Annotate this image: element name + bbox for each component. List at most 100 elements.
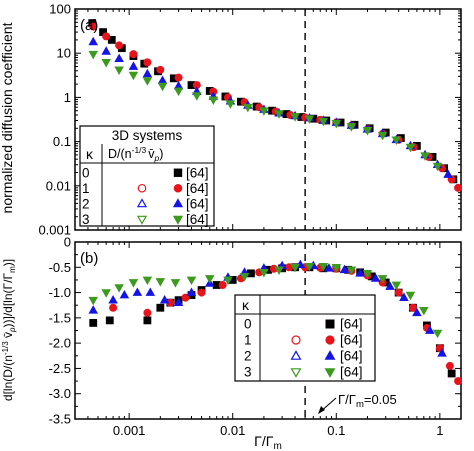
y-tick-label: -1.0 (49, 285, 71, 300)
data-point-kappa-1 (143, 58, 152, 67)
data-point-kappa-1 (89, 22, 98, 31)
y-tick-label: -2.0 (49, 336, 71, 351)
y-tick-label: 1 (64, 90, 71, 105)
data-point-kappa-2 (385, 281, 395, 290)
panel-b-y-label: d[ln(D/(n-1/3 v̄p))]/d[ln(Γ/Γm)] (1, 259, 17, 401)
panel-b: 0.001 0.01 0.1 1 0 -0.5 -1.0 -1.5 -2.0 -2.5 -3.0 -… (1, 235, 463, 451)
panel-a-y-label: normalized diffusion coefficient (0, 22, 15, 213)
x-axis-label: Γ/Γm (254, 433, 282, 451)
panel-a-legend-title: 3D systems (112, 128, 183, 143)
data-point-kappa-3 (259, 107, 269, 116)
legend-kappa-value: 2 (244, 349, 252, 364)
legend-kappa-value: 0 (244, 317, 252, 332)
data-point-kappa-2 (132, 287, 143, 296)
panel-b-y-ticks: 0 -0.5 -1.0 -1.5 -2.0 -2.5 -3.0 -3.5 (49, 235, 461, 427)
data-point-kappa-3 (223, 276, 233, 286)
data-point-kappa-3 (290, 113, 300, 122)
data-point-kappa-3 (405, 291, 416, 301)
data-point-kappa-1 (102, 32, 111, 41)
data-point-kappa-1 (129, 50, 138, 59)
data-point-kappa-2 (443, 169, 453, 178)
data-point-kappa-2 (88, 36, 99, 46)
y-tick-label: 0.01 (46, 178, 71, 193)
data-point-kappa-1 (445, 361, 454, 370)
y-tick-label: -3.0 (49, 386, 71, 401)
legend-kappa-value: 2 (82, 196, 90, 211)
panel-a-label: (a) (80, 17, 98, 34)
data-point-kappa-3 (155, 278, 166, 287)
data-point-kappa-1 (408, 303, 417, 312)
legend-reference: [64] (186, 165, 209, 180)
data-point-kappa-0 (447, 369, 456, 378)
data-point-kappa-1 (156, 65, 165, 74)
data-point-kappa-2 (108, 295, 118, 304)
data-point-kappa-2 (119, 289, 130, 299)
data-point-kappa-1 (181, 293, 190, 302)
y-tick-label: 100 (49, 2, 71, 17)
data-point-kappa-0 (89, 319, 98, 327)
legend-kappa-value: 3 (82, 212, 90, 227)
data-point-kappa-3 (318, 262, 329, 272)
legend-reference: [64] (186, 181, 209, 196)
data-point-kappa-3 (318, 117, 329, 127)
data-point-kappa-1 (218, 280, 227, 289)
legend-filled-marker-kappa-3 (172, 215, 184, 225)
y-tick-label: -3.5 (49, 412, 71, 427)
data-point-kappa-3 (128, 71, 139, 81)
data-point-kappa-3 (419, 306, 429, 316)
data-point-kappa-3 (432, 162, 443, 172)
data-point-kappa-2 (159, 295, 170, 304)
data-point-kappa-3 (377, 275, 388, 284)
data-point-kappa-2 (437, 348, 447, 357)
legend-kappa-value: 1 (82, 181, 90, 196)
data-point-kappa-3 (331, 263, 342, 273)
panel-b-legend-box (234, 294, 376, 382)
data-point-kappa-1 (454, 183, 463, 192)
data-point-kappa-1 (174, 73, 183, 82)
data-point-kappa-3 (346, 266, 357, 275)
legend-open-marker-kappa-1 (291, 335, 301, 345)
data-point-kappa-3 (114, 284, 124, 293)
data-point-kappa-3 (173, 87, 184, 97)
panel-a-frame (74, 8, 462, 231)
panel-b-legend: κ 0 [64] 1 [64] 2 [64] 3 [64] (234, 294, 376, 382)
x-tick-label: 0.01 (220, 423, 245, 438)
y-tick-label: -0.5 (49, 260, 71, 275)
data-point-kappa-3 (88, 50, 99, 60)
data-point-kappa-2 (173, 297, 184, 307)
data-point-kappa-2 (412, 307, 422, 317)
legend-reference: [64] (186, 212, 209, 227)
legend-kappa-value: 1 (244, 333, 252, 348)
data-point-kappa-3 (377, 131, 388, 141)
legend-reference: [64] (340, 349, 363, 364)
legend-open-marker-kappa-3 (290, 368, 302, 378)
y-tick-label: 0 (64, 235, 71, 250)
data-point-kappa-3 (362, 126, 373, 136)
legend-filled-marker-kappa-0 (173, 168, 183, 177)
legend-kappa-value: 0 (82, 165, 90, 180)
x-tick-label: 0.001 (113, 423, 146, 438)
data-point-kappa-3 (304, 262, 315, 272)
data-point-kappa-0 (143, 316, 152, 325)
data-point-kappa-1 (143, 308, 152, 317)
data-point-kappa-3 (225, 100, 236, 109)
data-point-kappa-3 (391, 281, 402, 291)
panel-a-data-marks (88, 19, 463, 192)
legend-filled-marker-kappa-2 (324, 350, 336, 360)
annotation-arrow-head (318, 406, 325, 414)
data-point-kappa-3 (101, 289, 111, 298)
panel-a-legend-quantity-header: D/(n-1/3 v̄p) (108, 145, 163, 163)
legend-filled-marker-kappa-0 (325, 319, 335, 329)
data-point-kappa-3 (142, 276, 153, 286)
data-point-kappa-2 (324, 263, 334, 272)
legend-open-marker-kappa-2 (136, 198, 148, 208)
data-point-kappa-3 (420, 152, 430, 161)
data-point-kappa-3 (157, 82, 168, 92)
y-tick-label: -1.5 (49, 310, 71, 325)
data-point-kappa-3 (432, 329, 443, 339)
legend-reference: [64] (340, 333, 363, 348)
panel-a-legend-rows: 0 [64] 1 [64] 2 [64] 3 [64] (82, 165, 209, 227)
legend-reference: [64] (340, 317, 363, 332)
